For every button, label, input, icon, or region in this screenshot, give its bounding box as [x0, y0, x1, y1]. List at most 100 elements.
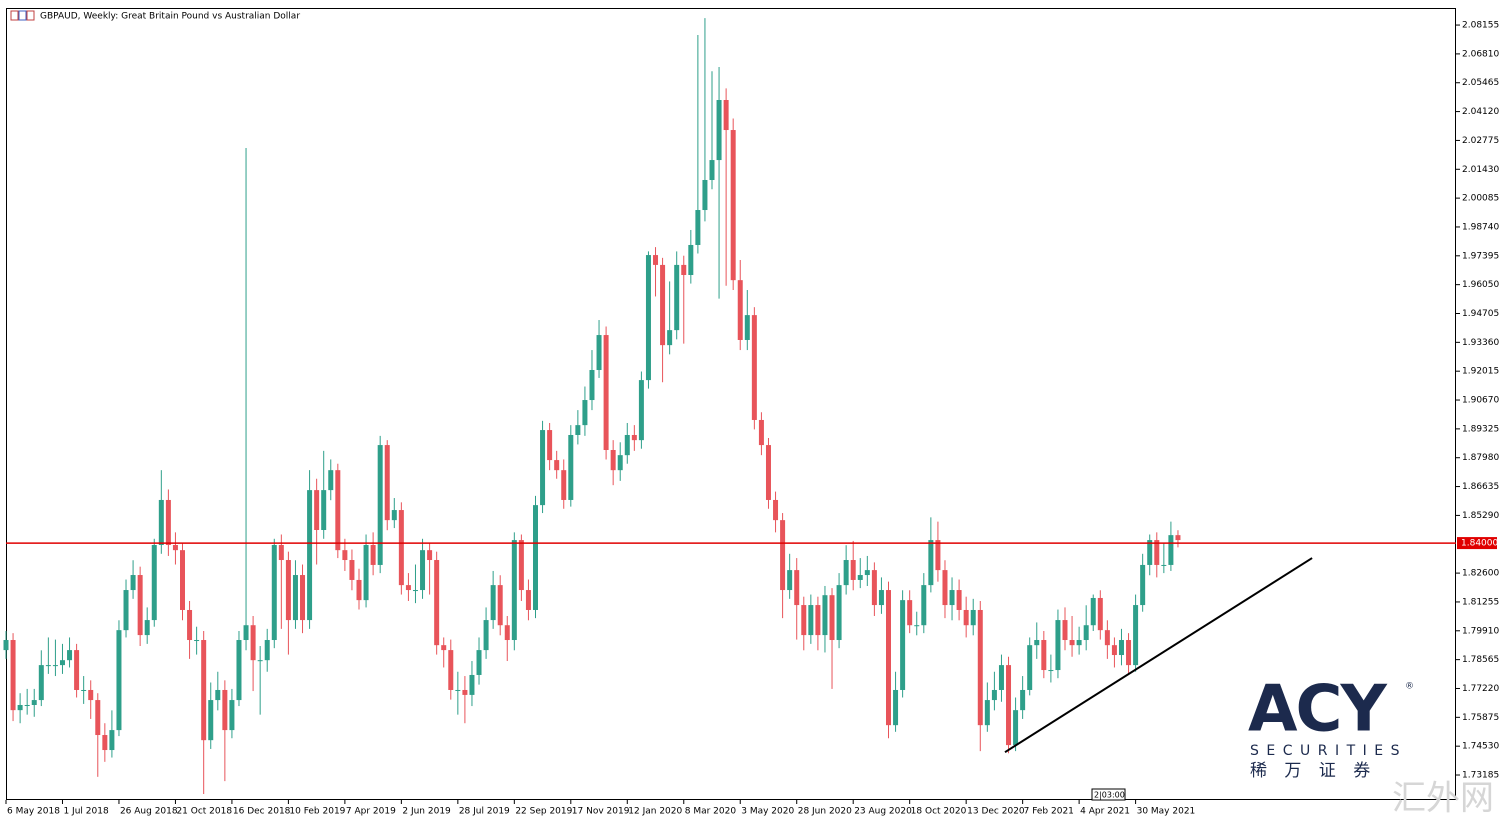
- candle-body: [886, 590, 891, 726]
- candle-body: [829, 595, 835, 641]
- y-tick-label: 2.08155: [1462, 21, 1499, 31]
- candle-body: [596, 335, 602, 371]
- candle-body: [871, 570, 877, 606]
- candle-body: [645, 255, 651, 381]
- candle-body: [180, 550, 185, 610]
- candle-body: [928, 540, 934, 586]
- candle-body: [405, 585, 411, 591]
- candle-body: [1126, 640, 1132, 666]
- candle-body: [942, 570, 948, 606]
- candle-body: [476, 650, 482, 675]
- x-tick-label: 13 Dec 2020: [967, 807, 1025, 817]
- x-tick-label: 6 May 2018: [7, 807, 60, 817]
- candle-body: [462, 689, 468, 695]
- candle-body: [667, 330, 673, 346]
- candle-body: [420, 550, 426, 591]
- candle-body: [617, 455, 623, 471]
- candle-body: [264, 640, 270, 661]
- candle-body: [363, 545, 369, 601]
- candle-body: [74, 650, 80, 690]
- candle-body: [815, 605, 821, 636]
- candle-body: [935, 540, 941, 571]
- candle-body: [307, 490, 313, 621]
- candle-body: [921, 585, 927, 626]
- candle-body: [695, 210, 701, 245]
- candle-body: [469, 674, 475, 695]
- candle-body: [278, 545, 284, 561]
- x-tick-label: 3 May 2020: [741, 807, 794, 817]
- candle-body: [554, 460, 560, 471]
- candle-body: [794, 570, 800, 606]
- candle-body: [1133, 605, 1139, 666]
- candle-body: [412, 590, 418, 592]
- candle-body: [808, 605, 814, 636]
- y-tick-label: 1.75875: [1462, 713, 1499, 723]
- candle-body: [843, 560, 849, 586]
- candle-body: [822, 595, 828, 636]
- y-tick-label: 1.81255: [1462, 597, 1499, 607]
- candle-body: [88, 689, 94, 701]
- candle-body: [787, 570, 793, 591]
- x-tick-label: 30 May 2021: [1137, 807, 1196, 817]
- y-tick-label: 2.06810: [1462, 49, 1499, 59]
- y-tick-label: 1.77220: [1462, 684, 1499, 694]
- candle-body: [1104, 630, 1110, 646]
- candle-body: [490, 585, 496, 621]
- candle-body: [67, 650, 73, 661]
- candle-body: [907, 600, 913, 626]
- logo-sub: SECURITIES: [1250, 743, 1407, 759]
- timer: 2|03:00: [1094, 791, 1125, 800]
- candle-body: [737, 280, 743, 340]
- y-tick-label: 1.98740: [1462, 222, 1499, 232]
- candle-body: [547, 430, 553, 461]
- candle-body: [243, 625, 249, 641]
- candle-body: [836, 585, 842, 641]
- x-tick-label: 28 Jul 2019: [459, 807, 510, 817]
- candle-body: [497, 585, 503, 626]
- candle-body: [610, 450, 616, 471]
- y-tick-label: 1.82600: [1462, 569, 1499, 579]
- candle-body: [1041, 640, 1047, 671]
- candle-body: [533, 505, 538, 610]
- y-tick-label: 1.86635: [1462, 482, 1499, 492]
- candle-body: [24, 704, 30, 706]
- candle-body: [349, 560, 355, 580]
- candle-body: [970, 609, 976, 626]
- candle-body: [589, 370, 595, 401]
- candle-body: [321, 490, 327, 530]
- y-tick-label: 1.74530: [1462, 742, 1499, 752]
- candle-body: [850, 560, 856, 580]
- candle-body: [744, 315, 750, 340]
- y-tick-label: 1.87980: [1462, 453, 1499, 463]
- candle-body: [1140, 564, 1146, 606]
- candle-body: [314, 490, 320, 530]
- candle-body: [292, 575, 298, 621]
- candle-body: [427, 550, 433, 561]
- candle-body: [773, 499, 779, 521]
- candle-body: [765, 445, 771, 500]
- x-tick-label: 17 Nov 2019: [572, 807, 630, 817]
- candle-body: [1118, 640, 1124, 656]
- candle-body: [398, 510, 404, 586]
- candle-body: [1168, 535, 1174, 565]
- candle-body: [3, 640, 9, 651]
- candle-body: [638, 380, 644, 441]
- candle-body: [582, 400, 588, 426]
- y-tick-label: 1.93360: [1462, 338, 1499, 348]
- candle-body: [441, 645, 447, 651]
- candle-body: [194, 640, 200, 642]
- logo-brand: ACY: [1248, 673, 1388, 747]
- y-tick-label: 2.05465: [1462, 78, 1499, 88]
- candle-body: [151, 545, 157, 621]
- candle-body: [801, 605, 807, 636]
- candle-body: [215, 689, 221, 701]
- y-tick-label: 1.73185: [1462, 771, 1499, 781]
- candle-body: [208, 700, 214, 741]
- x-tick-label: 12 Jan 2020: [628, 807, 682, 817]
- candle-body: [45, 665, 51, 667]
- candle-body: [377, 445, 383, 565]
- candle-body: [780, 520, 786, 591]
- candle-body: [525, 590, 531, 610]
- candle-body: [568, 434, 574, 500]
